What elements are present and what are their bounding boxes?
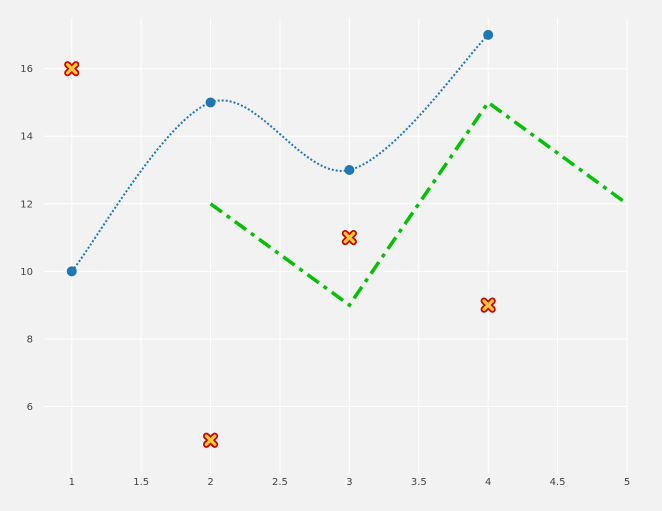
x-marker (204, 434, 217, 447)
data-point (66, 266, 77, 277)
series-line-dashdot (209, 99, 629, 308)
x-tick-label: 5 (624, 477, 630, 488)
y-axis-ticks: 6 8 10 12 14 16 (20, 64, 33, 413)
x-tick-label: 2.5 (272, 477, 288, 488)
x-tick-label: 4 (485, 477, 491, 488)
y-tick-label: 6 (27, 402, 33, 413)
data-point (483, 29, 494, 40)
x-axis-ticks: 1 1.5 2 2.5 3 3.5 4 4.5 5 (69, 477, 631, 488)
y-tick-label: 12 (20, 199, 33, 210)
series-1 (64, 61, 496, 448)
series-line-dotted (70, 34, 489, 272)
x-marker (65, 62, 78, 75)
x-tick-label: 1.5 (133, 477, 149, 488)
x-tick-label: 2 (207, 477, 213, 488)
x-marker (482, 299, 494, 311)
series-layer (64, 29, 629, 448)
series-0 (66, 29, 494, 277)
x-tick-label: 3.5 (411, 477, 427, 488)
x-marker (343, 231, 356, 244)
grid (44, 18, 628, 474)
y-tick-label: 10 (20, 267, 33, 278)
x-tick-label: 3 (346, 477, 352, 488)
x-tick-label: 4.5 (550, 477, 566, 488)
x-tick-label: 1 (69, 477, 75, 488)
series-2 (209, 99, 629, 308)
data-point (344, 165, 355, 175)
y-tick-label: 16 (20, 64, 33, 75)
data-point (205, 97, 216, 108)
y-tick-label: 8 (27, 334, 33, 345)
y-tick-label: 14 (20, 132, 33, 143)
